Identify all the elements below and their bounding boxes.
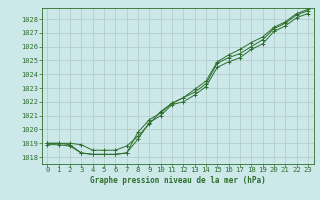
X-axis label: Graphe pression niveau de la mer (hPa): Graphe pression niveau de la mer (hPa) bbox=[90, 176, 266, 185]
